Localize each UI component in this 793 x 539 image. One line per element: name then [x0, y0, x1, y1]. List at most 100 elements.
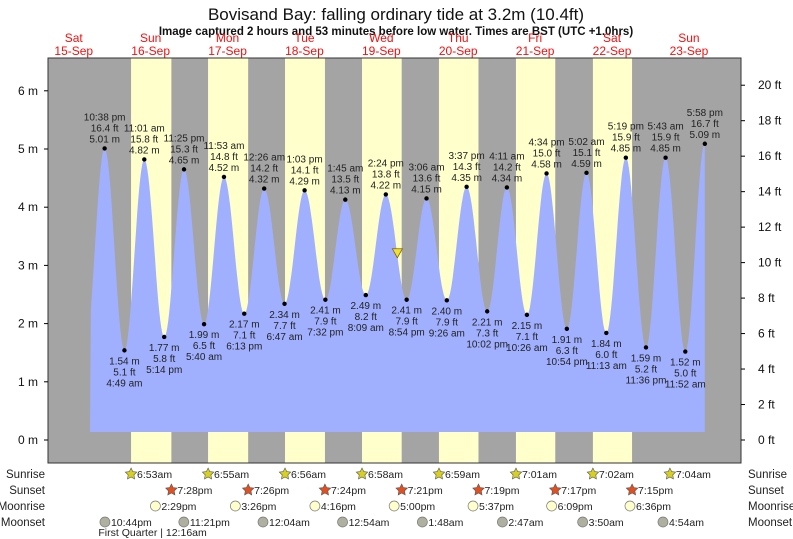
tide-point — [261, 186, 267, 191]
tide-time: 4:34 pm — [528, 137, 564, 148]
moonrise-icon — [150, 500, 161, 512]
tide-time: 10:26 am — [506, 343, 548, 354]
tide-point — [343, 197, 348, 202]
tide-time: 1:45 am — [327, 164, 363, 175]
sunrise-time: 6:53am — [137, 469, 172, 481]
moonrise-icon — [388, 500, 400, 512]
tide-ft: 8.2 ft — [355, 312, 377, 323]
tide-time: 12:26 am — [243, 153, 285, 164]
tide-time: 1:03 pm — [287, 154, 323, 165]
moonset-time: 11:21pm — [190, 517, 230, 529]
sunset-time: 7:19pm — [484, 485, 519, 497]
tide-time: 3:06 am — [408, 162, 444, 173]
tide-m: 2.40 m — [432, 306, 463, 317]
right-tick-label: 16 ft — [758, 149, 782, 163]
tide-point — [383, 192, 389, 197]
right-tick-label: 6 ft — [758, 327, 775, 341]
tide-time: 5:40 am — [186, 352, 222, 363]
moonrise-time: 4:16pm — [321, 501, 356, 513]
sunset-row-label-right: Sunset — [748, 485, 785, 497]
moonrise-time: 5:37pm — [479, 501, 514, 513]
sunrise-time: 6:58am — [368, 469, 403, 481]
day-labels: Sat15-SepSun16-SepMon17-SepTue18-SepWed1… — [54, 31, 708, 58]
left-tick-label: 1 m — [18, 375, 38, 389]
tide-m: 1.77 m — [149, 343, 180, 354]
tide-time: 5:58 pm — [687, 108, 723, 119]
tide-time: 3:37 pm — [449, 151, 485, 162]
moonrise-icon — [229, 500, 241, 512]
tide-m: 2.34 m — [269, 310, 300, 321]
tide-ft: 7.1 ft — [233, 331, 255, 342]
day-date: 17-Sep — [208, 44, 247, 58]
tide-point — [444, 298, 450, 303]
tide-m: 2.41 m — [310, 306, 341, 317]
right-tick-label: 20 ft — [758, 78, 782, 92]
tide-time: 8:09 am — [348, 323, 384, 334]
sunset-icon — [625, 483, 639, 496]
tide-ft: 6.5 ft — [193, 341, 215, 352]
tide-m: 1.91 m — [552, 335, 583, 346]
tide-time: 11:01 am — [124, 123, 165, 134]
tide-ft: 16.7 ft — [691, 119, 719, 130]
moonrise-icon — [309, 500, 321, 512]
tide-ft: 14.2 ft — [250, 164, 278, 175]
tide-point — [162, 334, 167, 340]
tide-m: 4.82 m — [129, 145, 160, 156]
tide-ft: 15.9 ft — [612, 133, 640, 144]
sunrise-icon — [355, 467, 369, 480]
tide-time: 6:13 pm — [226, 342, 262, 353]
moonrise-time: 5:00pm — [400, 501, 435, 513]
tide-point — [643, 345, 649, 350]
tide-point — [564, 326, 570, 332]
moonset-icon — [257, 516, 269, 528]
tide-ft: 14.1 ft — [291, 165, 319, 176]
sunrise-icon — [586, 467, 600, 480]
tide-m: 2.17 m — [229, 320, 260, 331]
day-name: Sun — [678, 31, 699, 45]
moonset-time: 12:04am — [269, 517, 310, 529]
tide-m: 1.54 m — [109, 356, 140, 367]
axes: 0 m 1 m 2 m 3 m 4 m 5 m 6 m 0 ft 2 ft 4 ft 6 ft 8 f… — [18, 78, 782, 447]
moonset-icon — [657, 516, 669, 528]
moonrise-time: 6:09pm — [558, 501, 593, 513]
moonrise-row-label: Moonrise — [0, 501, 45, 513]
moonrise-icon — [467, 500, 479, 512]
right-tick-label: 2 ft — [758, 398, 775, 412]
tide-point — [201, 321, 207, 327]
tide-point — [702, 141, 708, 146]
tide-m: 4.85 m — [650, 144, 681, 155]
sunset-icon — [472, 483, 485, 496]
tide-time: 4:49 am — [106, 378, 142, 389]
tide-time: 6:47 am — [266, 332, 302, 343]
moonset-row-label: Moonset — [1, 517, 46, 529]
moonrise-row-label-right: Moonrise — [748, 501, 793, 513]
day-date: 23-Sep — [670, 44, 709, 58]
low-tide-mark: 2.34 m7.7 ft6:47 am — [266, 301, 303, 343]
sunset-time: 7:28pm — [177, 485, 212, 497]
tide-ft: 13.6 ft — [413, 173, 441, 184]
sunrise-time: 6:55am — [214, 469, 249, 481]
day-name: Fri — [528, 31, 542, 45]
tide-ft: 13.8 ft — [372, 169, 400, 180]
tide-ft: 7.9 ft — [436, 317, 458, 328]
tide-point — [504, 185, 510, 190]
day-date: 21-Sep — [516, 44, 555, 58]
moonrise-time: 3:26pm — [241, 501, 276, 513]
low-tide-mark: 2.17 m7.1 ft6:13 pm — [226, 311, 262, 353]
moonset-time: 3:50am — [589, 517, 624, 529]
moonset-icon — [417, 516, 428, 528]
sun-moon-rows: Sunrise Sunrise 6:53am 6:55am 6:56am 6:58am 6:… — [0, 467, 793, 539]
tide-ft: 5.8 ft — [153, 354, 175, 365]
tide-point — [484, 309, 490, 314]
tide-m: 4.52 m — [209, 163, 240, 174]
moonset-time: 12:54am — [349, 517, 390, 529]
tide-time: 11:52 am — [665, 380, 706, 391]
